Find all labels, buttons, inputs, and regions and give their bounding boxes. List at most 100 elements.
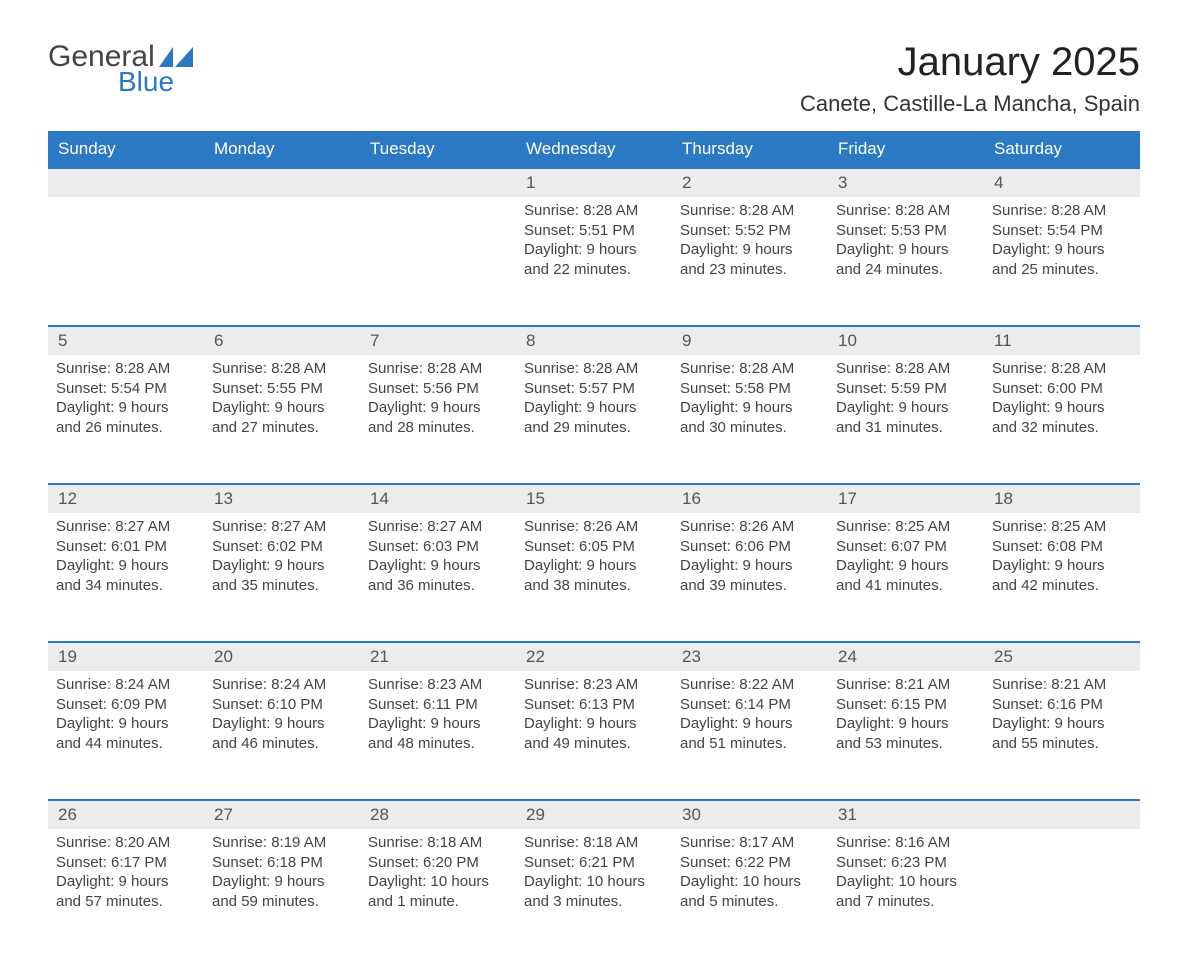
day-daylight1: Daylight: 9 hours — [524, 240, 664, 260]
calendar: Sunday Monday Tuesday Wednesday Thursday… — [48, 131, 1140, 957]
day-daylight1: Daylight: 9 hours — [992, 556, 1132, 576]
day-sunset: Sunset: 6:03 PM — [368, 537, 508, 557]
day-number — [360, 169, 516, 197]
day-cell: Sunrise: 8:24 AMSunset: 6:09 PMDaylight:… — [48, 671, 204, 799]
day-daylight1: Daylight: 9 hours — [836, 714, 976, 734]
day-cell-body: Sunrise: 8:27 AMSunset: 6:03 PMDaylight:… — [360, 513, 516, 603]
day-sunset: Sunset: 5:58 PM — [680, 379, 820, 399]
day-cell-body: Sunrise: 8:28 AMSunset: 5:52 PMDaylight:… — [672, 197, 828, 287]
day-number: 1 — [516, 169, 672, 197]
page-title: January 2025 — [800, 40, 1140, 85]
day-cell-body: Sunrise: 8:21 AMSunset: 6:16 PMDaylight:… — [984, 671, 1140, 761]
day-daylight1: Daylight: 9 hours — [836, 398, 976, 418]
day-sunset: Sunset: 6:02 PM — [212, 537, 352, 557]
day-sunset: Sunset: 5:59 PM — [836, 379, 976, 399]
day-sunrise: Sunrise: 8:18 AM — [524, 833, 664, 853]
day-cell-body: Sunrise: 8:25 AMSunset: 6:07 PMDaylight:… — [828, 513, 984, 603]
day-cell-body: Sunrise: 8:28 AMSunset: 5:58 PMDaylight:… — [672, 355, 828, 445]
day-daylight2: and 57 minutes. — [56, 892, 196, 912]
day-daylight1: Daylight: 9 hours — [836, 556, 976, 576]
day-cell: Sunrise: 8:28 AMSunset: 5:54 PMDaylight:… — [984, 197, 1140, 325]
day-cell: Sunrise: 8:28 AMSunset: 5:54 PMDaylight:… — [48, 355, 204, 483]
day-daylight1: Daylight: 9 hours — [680, 556, 820, 576]
day-number: 10 — [828, 327, 984, 355]
daynum-row: 1234 — [48, 167, 1140, 197]
day-daylight1: Daylight: 9 hours — [212, 398, 352, 418]
day-number: 19 — [48, 643, 204, 671]
day-number: 11 — [984, 327, 1140, 355]
day-sunset: Sunset: 5:54 PM — [56, 379, 196, 399]
day-daylight1: Daylight: 9 hours — [680, 240, 820, 260]
day-number: 5 — [48, 327, 204, 355]
day-sunset: Sunset: 5:53 PM — [836, 221, 976, 241]
daynum-row: 12131415161718 — [48, 483, 1140, 513]
day-daylight1: Daylight: 10 hours — [524, 872, 664, 892]
day-daylight2: and 30 minutes. — [680, 418, 820, 438]
day-cell-body: Sunrise: 8:23 AMSunset: 6:11 PMDaylight:… — [360, 671, 516, 761]
day-number: 13 — [204, 485, 360, 513]
week-body-row: Sunrise: 8:24 AMSunset: 6:09 PMDaylight:… — [48, 671, 1140, 799]
weeks-container: 1234Sunrise: 8:28 AMSunset: 5:51 PMDayli… — [48, 167, 1140, 957]
day-sunrise: Sunrise: 8:24 AM — [56, 675, 196, 695]
day-sunrise: Sunrise: 8:27 AM — [212, 517, 352, 537]
day-cell-body: Sunrise: 8:28 AMSunset: 5:51 PMDaylight:… — [516, 197, 672, 287]
header: General Blue January 2025 Canete, Castil… — [48, 40, 1140, 117]
day-cell-body: Sunrise: 8:24 AMSunset: 6:09 PMDaylight:… — [48, 671, 204, 761]
day-sunrise: Sunrise: 8:23 AM — [368, 675, 508, 695]
day-sunset: Sunset: 6:21 PM — [524, 853, 664, 873]
day-daylight1: Daylight: 9 hours — [56, 398, 196, 418]
day-daylight1: Daylight: 9 hours — [212, 872, 352, 892]
dayhead-thu: Thursday — [672, 131, 828, 167]
day-sunset: Sunset: 6:17 PM — [56, 853, 196, 873]
day-cell: Sunrise: 8:24 AMSunset: 6:10 PMDaylight:… — [204, 671, 360, 799]
day-daylight1: Daylight: 9 hours — [212, 556, 352, 576]
day-daylight1: Daylight: 9 hours — [680, 714, 820, 734]
day-cell-body: Sunrise: 8:20 AMSunset: 6:17 PMDaylight:… — [48, 829, 204, 919]
day-number: 25 — [984, 643, 1140, 671]
day-sunset: Sunset: 6:09 PM — [56, 695, 196, 715]
week-row: 567891011Sunrise: 8:28 AMSunset: 5:54 PM… — [48, 325, 1140, 483]
day-cell-body — [984, 829, 1140, 841]
day-daylight2: and 7 minutes. — [836, 892, 976, 912]
day-cell: Sunrise: 8:28 AMSunset: 5:59 PMDaylight:… — [828, 355, 984, 483]
day-daylight1: Daylight: 9 hours — [56, 714, 196, 734]
day-daylight2: and 48 minutes. — [368, 734, 508, 754]
day-sunrise: Sunrise: 8:25 AM — [836, 517, 976, 537]
day-sunrise: Sunrise: 8:19 AM — [212, 833, 352, 853]
week-body-row: Sunrise: 8:28 AMSunset: 5:51 PMDaylight:… — [48, 197, 1140, 325]
day-number: 18 — [984, 485, 1140, 513]
day-number: 22 — [516, 643, 672, 671]
day-number: 6 — [204, 327, 360, 355]
day-cell-body: Sunrise: 8:21 AMSunset: 6:15 PMDaylight:… — [828, 671, 984, 761]
day-sunset: Sunset: 6:01 PM — [56, 537, 196, 557]
day-number: 9 — [672, 327, 828, 355]
day-sunset: Sunset: 6:11 PM — [368, 695, 508, 715]
day-cell-body — [360, 197, 516, 209]
day-number: 28 — [360, 801, 516, 829]
day-cell-body — [48, 197, 204, 209]
day-cell-body: Sunrise: 8:28 AMSunset: 5:56 PMDaylight:… — [360, 355, 516, 445]
day-number — [984, 801, 1140, 829]
week-row: 1234Sunrise: 8:28 AMSunset: 5:51 PMDayli… — [48, 167, 1140, 325]
day-sunrise: Sunrise: 8:22 AM — [680, 675, 820, 695]
day-number: 26 — [48, 801, 204, 829]
dayhead-fri: Friday — [828, 131, 984, 167]
day-daylight2: and 41 minutes. — [836, 576, 976, 596]
week-body-row: Sunrise: 8:20 AMSunset: 6:17 PMDaylight:… — [48, 829, 1140, 957]
day-cell-body: Sunrise: 8:28 AMSunset: 5:53 PMDaylight:… — [828, 197, 984, 287]
day-sunset: Sunset: 6:23 PM — [836, 853, 976, 873]
day-sunset: Sunset: 5:51 PM — [524, 221, 664, 241]
day-daylight2: and 55 minutes. — [992, 734, 1132, 754]
day-sunrise: Sunrise: 8:28 AM — [992, 359, 1132, 379]
day-daylight1: Daylight: 9 hours — [680, 398, 820, 418]
day-daylight2: and 32 minutes. — [992, 418, 1132, 438]
day-cell — [48, 197, 204, 325]
logo-word2: Blue — [118, 66, 174, 98]
day-cell: Sunrise: 8:16 AMSunset: 6:23 PMDaylight:… — [828, 829, 984, 957]
daynum-row: 19202122232425 — [48, 641, 1140, 671]
day-cell: Sunrise: 8:28 AMSunset: 5:58 PMDaylight:… — [672, 355, 828, 483]
logo: General Blue — [48, 40, 193, 98]
day-sunrise: Sunrise: 8:28 AM — [524, 201, 664, 221]
day-sunrise: Sunrise: 8:27 AM — [56, 517, 196, 537]
page-subtitle: Canete, Castille-La Mancha, Spain — [800, 91, 1140, 117]
